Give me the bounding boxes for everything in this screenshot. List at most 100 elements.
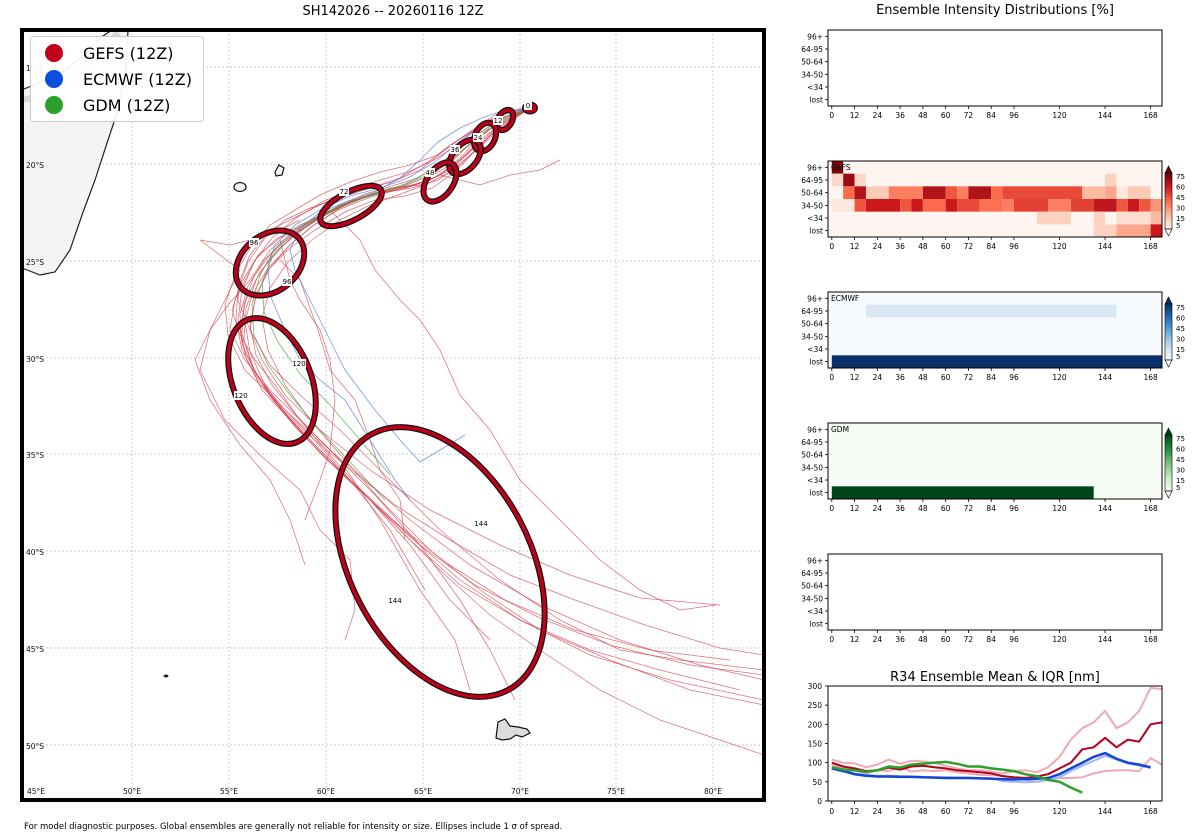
colorbar-tick-label: 15: [1176, 215, 1185, 223]
panel-model-name: GDM: [831, 425, 849, 434]
colorbar-tick-label: 15: [1176, 346, 1185, 354]
colorbar-extend-top: [1164, 296, 1173, 305]
colorbar-segment: [1165, 190, 1172, 195]
legend-marker-gefs: [45, 44, 63, 62]
lon-label-50e: 50°E: [123, 787, 141, 796]
colorbar-segment: [1165, 183, 1172, 188]
colorbar-frame: [1164, 434, 1173, 492]
map-lon-labels: 45°E 50°E 55°E 60°E 65°E 70°E 75°E 80°E: [27, 787, 722, 796]
map-gridlines: [22, 30, 764, 800]
heatmap-cell: [1093, 224, 1117, 237]
x-tick-label: 120: [1052, 373, 1067, 382]
colorbar-tick-label: 5: [1176, 484, 1180, 492]
colorbar-segment: [1165, 173, 1172, 177]
x-tick-label: 144: [1098, 504, 1113, 513]
colorbar-tick-label: 5: [1176, 222, 1180, 230]
panel-model-name: ECMWF: [831, 294, 859, 303]
colorbar-segment: [1165, 215, 1172, 219]
colorbar-tick-label: 75: [1176, 304, 1185, 312]
heatmap-cell: [1105, 173, 1117, 187]
colorbar-segment: [1165, 318, 1172, 322]
x-tick-label: 36: [895, 111, 905, 120]
colorbar-segment: [1165, 325, 1172, 329]
y-tick-label: 34-50: [801, 332, 823, 341]
panel-frame: [827, 29, 1163, 107]
ellipse-tau-144: [332, 424, 548, 700]
colorbar-segment: [1165, 222, 1172, 226]
y-tick-label: lost: [809, 96, 823, 105]
x-tick-label: 36: [895, 504, 905, 513]
heatmap-cell: [922, 199, 946, 212]
colorbar-segment: [1165, 201, 1172, 205]
intensity-panel-gdm: 96+ 64-95 50-64 34-50 <34 lost 0 12 24 36 48 60 72 84…: [801, 422, 1185, 513]
heatmap-cell: [1150, 224, 1162, 237]
x-tick-label: 144: [1098, 373, 1113, 382]
colorbar-segment: [1165, 180, 1172, 184]
colorbar-tick-label: 30: [1176, 336, 1185, 344]
x-tick-label: 48: [918, 242, 928, 251]
colorbar-segment: [1165, 463, 1172, 467]
colorbar-segment: [1165, 349, 1172, 354]
heatmap-cell: [1070, 199, 1094, 212]
colorbar-segment: [1165, 339, 1172, 343]
colorbar-segment: [1165, 473, 1172, 478]
x-tick-label: 96: [1009, 242, 1019, 251]
r34-plot-area: [828, 686, 1162, 801]
x-tick-label: 84: [986, 373, 996, 382]
r34-x-tick-label: 144: [1098, 807, 1113, 816]
heatmap-cell: [1127, 199, 1140, 212]
colorbar-segment: [1165, 197, 1172, 202]
y-tick-label: 96+: [807, 294, 823, 303]
lat-label-45s: 45°S: [26, 645, 44, 654]
lon-label-60e: 60°E: [317, 787, 335, 796]
colorbar-tick-label: 45: [1176, 194, 1185, 202]
y-tick-label: 34-50: [801, 594, 823, 603]
lon-label-80e: 80°E: [704, 787, 722, 796]
heatmap-cell: [1093, 211, 1106, 225]
heatmap-cell: [1150, 199, 1162, 212]
heatmap-cell: [831, 173, 844, 187]
heatmap-cell: [854, 173, 866, 187]
intensity-panel-blank-4: 96+ 64-95 50-64 34-50 <34 lost 0 12 24 36 48 60 72 84…: [801, 553, 1163, 644]
r34-x-tick-label: 12: [850, 807, 860, 816]
heatmap-cell: [1082, 186, 1106, 199]
r34-series-gdm-mean: [831, 760, 1083, 794]
lat-label-50s: 50°S: [26, 742, 44, 751]
x-tick-label: 0: [829, 373, 834, 382]
colorbar-segment: [1165, 442, 1172, 446]
intensity-panel-blank-0: 96+ 64-95 50-64 34-50 <34 lost 0 12 24 36 48 60 72 84…: [801, 29, 1163, 120]
lon-label-65e: 65°E: [414, 787, 432, 796]
heatmap-cell: [888, 186, 923, 199]
heatmap-cell: [843, 186, 855, 199]
heatmap-cell: [1048, 199, 1071, 212]
lat-label-40s: 40°S: [26, 548, 44, 557]
x-tick-label: 144: [1098, 111, 1113, 120]
y-tick-label: 96+: [807, 163, 823, 172]
colorbar-segment: [1165, 218, 1172, 223]
x-tick-label: 24: [873, 504, 883, 513]
colorbar-segment: [1165, 480, 1172, 485]
colorbar-segment: [1165, 307, 1172, 312]
ellipse-label-0: 0: [526, 102, 530, 110]
colorbar-segment: [1165, 176, 1172, 181]
y-tick-label: 64-95: [801, 307, 823, 316]
r34-frame: [827, 685, 1163, 802]
colorbar-segment: [1165, 332, 1172, 336]
r34-x-tick-label: 84: [986, 807, 996, 816]
colorbar-segment: [1165, 304, 1172, 308]
mauritius-island: [274, 164, 285, 177]
colorbar-tick-label: 45: [1176, 456, 1185, 464]
x-tick-label: 36: [895, 373, 905, 382]
y-tick-label: <34: [807, 214, 823, 223]
colorbar-frame: [1164, 303, 1173, 361]
r34-y-tick-label: 0: [817, 797, 822, 806]
x-tick-label: 72: [964, 504, 974, 513]
colorbar-tick-label: 60: [1176, 184, 1185, 192]
colorbar-tick-label: 5: [1176, 353, 1180, 361]
x-tick-label: 168: [1143, 373, 1158, 382]
heatmap-cell: [865, 199, 901, 212]
x-tick-label: 60: [941, 373, 951, 382]
intensity-title: Ensemble Intensity Distributions [%]: [876, 3, 1114, 18]
ellipse-label-72: 72: [340, 188, 349, 196]
heatmap-cell: [1036, 211, 1071, 225]
